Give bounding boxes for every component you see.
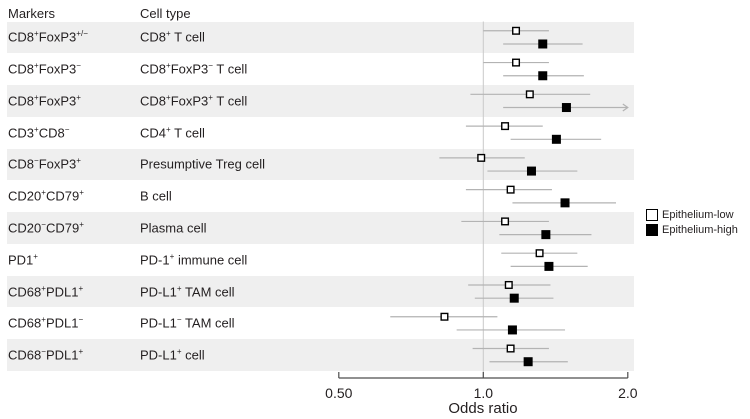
celltype-column-header: Cell type xyxy=(140,6,191,21)
legend-item-epithelium-low: Epithelium-low xyxy=(646,207,738,222)
cell-type-label: CD4+ T cell xyxy=(140,124,205,141)
or-marker-high xyxy=(541,230,551,240)
marker-label: CD8+FoxP3− xyxy=(8,61,81,77)
cell-type-label: PD-L1+ TAM cell xyxy=(140,283,235,300)
or-marker-low xyxy=(440,312,449,321)
marker-label: CD3+CD8− xyxy=(8,124,70,141)
table-row: CD3+CD8− CD4+ T cell xyxy=(7,117,634,149)
x-tick-label: 0.50 xyxy=(325,385,352,401)
markers-column-header: Markers xyxy=(8,6,55,21)
or-marker-low xyxy=(512,26,521,35)
legend-item-epithelium-high: Epithelium-high xyxy=(646,222,738,237)
or-marker-high xyxy=(538,39,548,49)
table-row: PD1+ PD-1+ immune cell xyxy=(7,244,634,276)
legend-label-epithelium-high: Epithelium-high xyxy=(662,223,738,236)
marker-label: PD1+ xyxy=(8,251,38,268)
x-axis xyxy=(338,372,629,379)
marker-label: CD8+FoxP3+ xyxy=(8,93,81,109)
cell-type-label: Presumptive Treg cell xyxy=(140,156,265,172)
or-marker-high xyxy=(523,357,533,367)
or-marker-high xyxy=(544,261,554,271)
cell-type-label: PD-L1+ cell xyxy=(140,347,205,363)
or-marker-low xyxy=(512,58,521,67)
table-row: CD20−CD79+ Plasma cell xyxy=(7,212,634,244)
x-tick-label: 1.0 xyxy=(474,385,494,401)
or-marker-low xyxy=(525,90,534,99)
marker-label: CD68+PDL1− xyxy=(8,315,84,331)
table-row: CD68+PDL1− PD-L1− TAM cell xyxy=(7,307,634,339)
open-square-icon xyxy=(646,208,658,221)
or-marker-high xyxy=(526,166,536,176)
filled-square-icon xyxy=(646,223,658,236)
marker-label: CD8+FoxP3+/− xyxy=(8,29,88,45)
marker-label: CD20+CD79+ xyxy=(8,188,84,204)
or-marker-high xyxy=(561,103,571,113)
marker-label: CD68+PDL1+ xyxy=(8,283,84,300)
cell-type-label: CD8+FoxP3+ T cell xyxy=(140,93,248,109)
or-marker-low xyxy=(477,153,486,162)
table-row: CD8+FoxP3+ CD8+FoxP3+ T cell xyxy=(7,85,634,117)
cell-type-label: CD8+ T cell xyxy=(140,29,205,45)
cell-type-label: Plasma cell xyxy=(140,220,207,236)
marker-label: CD8−FoxP3+ xyxy=(8,156,81,172)
cell-type-label: B cell xyxy=(140,188,172,204)
or-marker-high xyxy=(538,71,548,81)
or-marker-high xyxy=(507,325,517,335)
or-marker-low xyxy=(501,217,510,226)
ci-truncation-arrow-icon xyxy=(622,103,629,112)
marker-label: CD68−PDL1+ xyxy=(8,347,84,363)
table-row: CD68+PDL1+ PD-L1+ TAM cell xyxy=(7,275,634,308)
or-marker-high xyxy=(560,198,570,208)
or-marker-high xyxy=(509,293,519,303)
or-marker-high xyxy=(551,134,561,144)
or-marker-low xyxy=(506,185,515,194)
legend-label-epithelium-low: Epithelium-low xyxy=(662,208,734,221)
table-row: CD8+FoxP3− CD8+FoxP3− T cell xyxy=(7,53,634,85)
table-row: CD20+CD79+ B cell xyxy=(7,180,634,212)
or-marker-low xyxy=(501,122,510,131)
or-marker-low xyxy=(504,280,513,289)
table-row: CD8+FoxP3+/− CD8+ T cell xyxy=(7,21,634,54)
cell-type-label: PD-1+ immune cell xyxy=(140,251,248,268)
x-tick-label: 2.0 xyxy=(618,385,638,401)
or-marker-low xyxy=(535,249,544,258)
or-marker-low xyxy=(506,344,515,353)
cell-type-label: CD8+FoxP3− T cell xyxy=(140,61,248,77)
legend: Epithelium-low Epithelium-high xyxy=(646,207,738,237)
cell-type-label: PD-L1− TAM cell xyxy=(140,315,235,331)
x-axis-title: Odds ratio xyxy=(448,400,518,417)
marker-label: CD20−CD79+ xyxy=(8,220,84,236)
